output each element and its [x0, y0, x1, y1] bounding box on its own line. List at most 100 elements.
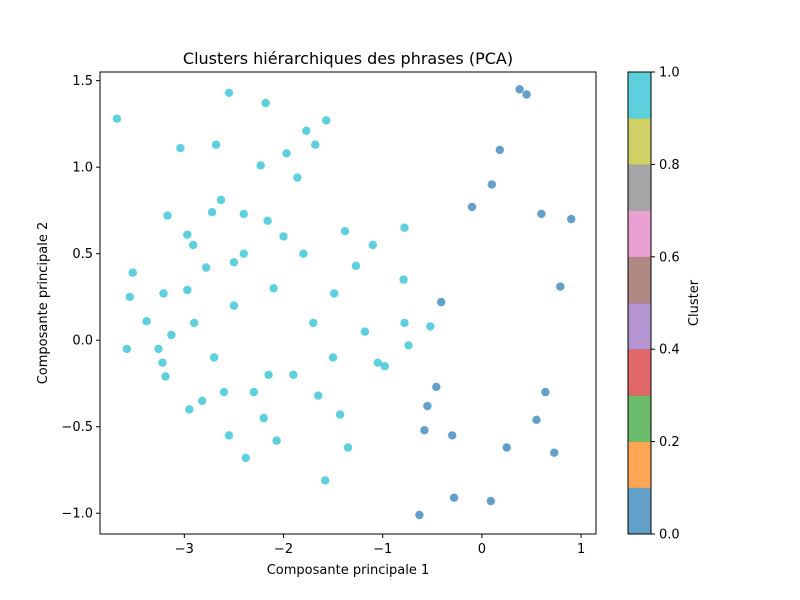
data-point: [567, 214, 576, 224]
data-point: [449, 493, 459, 502]
x-tick-label: 0: [478, 542, 486, 557]
data-point: [486, 496, 495, 506]
plot-border: [99, 71, 597, 535]
data-point: [522, 90, 531, 99]
data-point: [229, 258, 239, 267]
data-point: [216, 195, 226, 205]
data-point: [299, 249, 308, 258]
data-point: [269, 284, 278, 293]
data-point: [537, 209, 546, 219]
data-point: [415, 510, 424, 520]
data-point: [400, 223, 409, 232]
plot-area: −3 −2 −1 0 1 −1.0 −0.5 0.0 0.5 1.0 1.5: [61, 71, 597, 557]
y-axis-ticks: −1.0 −0.5 0.0 0.5 1.0 1.5: [61, 74, 100, 522]
data-point: [282, 149, 291, 158]
data-point: [239, 249, 248, 258]
y-axis-label: Composante principale 2: [36, 222, 51, 385]
colorbar-border: [627, 71, 652, 535]
colorbar-ticks: 0.0 0.2 0.4 0.6 0.8 1.0: [651, 66, 680, 543]
data-point: [224, 431, 234, 440]
data-point: [154, 344, 163, 354]
data-point: [329, 289, 339, 298]
y-tick-label: −0.5: [61, 420, 93, 435]
x-tick-label: −1: [373, 542, 392, 557]
data-point: [128, 268, 137, 277]
y-tick-label: 0.5: [72, 247, 93, 262]
data-point: [256, 161, 265, 170]
colorbar-segment: [628, 441, 651, 489]
data-point: [183, 285, 192, 295]
data-point: [142, 317, 151, 326]
colorbar-segment: [628, 395, 651, 442]
data-point: [314, 391, 323, 400]
data-point: [335, 410, 345, 419]
series-cluster-2: [415, 85, 576, 520]
y-tick-label: 1.5: [72, 74, 93, 89]
data-point: [198, 396, 207, 405]
data-point: [426, 322, 435, 331]
data-point: [259, 413, 268, 423]
data-point: [423, 401, 432, 411]
data-point: [400, 318, 409, 328]
data-point: [502, 443, 511, 452]
colorbar-tick-label: 0.8: [659, 158, 680, 173]
data-point: [158, 358, 167, 367]
data-point: [351, 261, 361, 270]
colorbar: 0.0 0.2 0.4 0.6 0.8 1.0 Cluster: [627, 66, 702, 543]
colorbar-segment: [628, 303, 651, 350]
data-point: [272, 436, 281, 445]
data-point: [125, 292, 134, 302]
data-point: [190, 318, 199, 328]
data-point: [373, 358, 382, 367]
data-point: [207, 208, 217, 217]
data-point: [420, 426, 429, 435]
data-point: [309, 318, 318, 328]
data-point: [550, 448, 559, 457]
y-tick-label: 1.0: [72, 161, 93, 176]
data-point: [211, 140, 221, 149]
data-point: [321, 476, 330, 485]
data-point: [189, 240, 198, 250]
y-tick-label: −1.0: [61, 507, 93, 522]
data-point: [249, 387, 258, 397]
data-point: [487, 180, 496, 189]
data-point: [399, 275, 408, 284]
colorbar-tick-label: 0.6: [659, 250, 680, 265]
data-point: [432, 382, 441, 392]
data-point: [380, 362, 389, 371]
data-point: [209, 353, 219, 362]
data-point: [163, 211, 172, 220]
data-point: [322, 116, 331, 125]
data-point: [437, 297, 446, 307]
colorbar-segment: [628, 72, 651, 119]
data-point: [302, 126, 311, 135]
data-point: [556, 282, 565, 291]
data-point: [360, 327, 370, 336]
data-point: [176, 143, 185, 153]
data-point: [229, 301, 239, 310]
data-point: [368, 240, 377, 250]
data-point: [448, 431, 457, 440]
data-point: [263, 216, 272, 225]
data-point: [289, 370, 298, 379]
data-point: [185, 405, 194, 414]
data-point: [515, 85, 524, 94]
colorbar-segment: [628, 210, 651, 258]
data-point: [161, 372, 170, 381]
colorbar-segments: [628, 72, 651, 535]
data-point: [224, 88, 234, 98]
data-point: [159, 289, 168, 298]
x-tick-label: −2: [274, 542, 293, 557]
x-tick-label: −3: [175, 542, 194, 557]
colorbar-tick-label: 1.0: [659, 66, 680, 81]
data-point: [404, 341, 413, 350]
data-point: [340, 227, 350, 236]
plot-frame: [100, 72, 596, 534]
colorbar-segment: [628, 164, 651, 211]
y-tick-label: 0.0: [72, 334, 93, 349]
data-point: [279, 232, 288, 241]
data-point: [264, 370, 273, 379]
data-point: [328, 353, 338, 362]
colorbar-segment: [628, 256, 651, 304]
colorbar-tick-label: 0.0: [659, 528, 680, 543]
